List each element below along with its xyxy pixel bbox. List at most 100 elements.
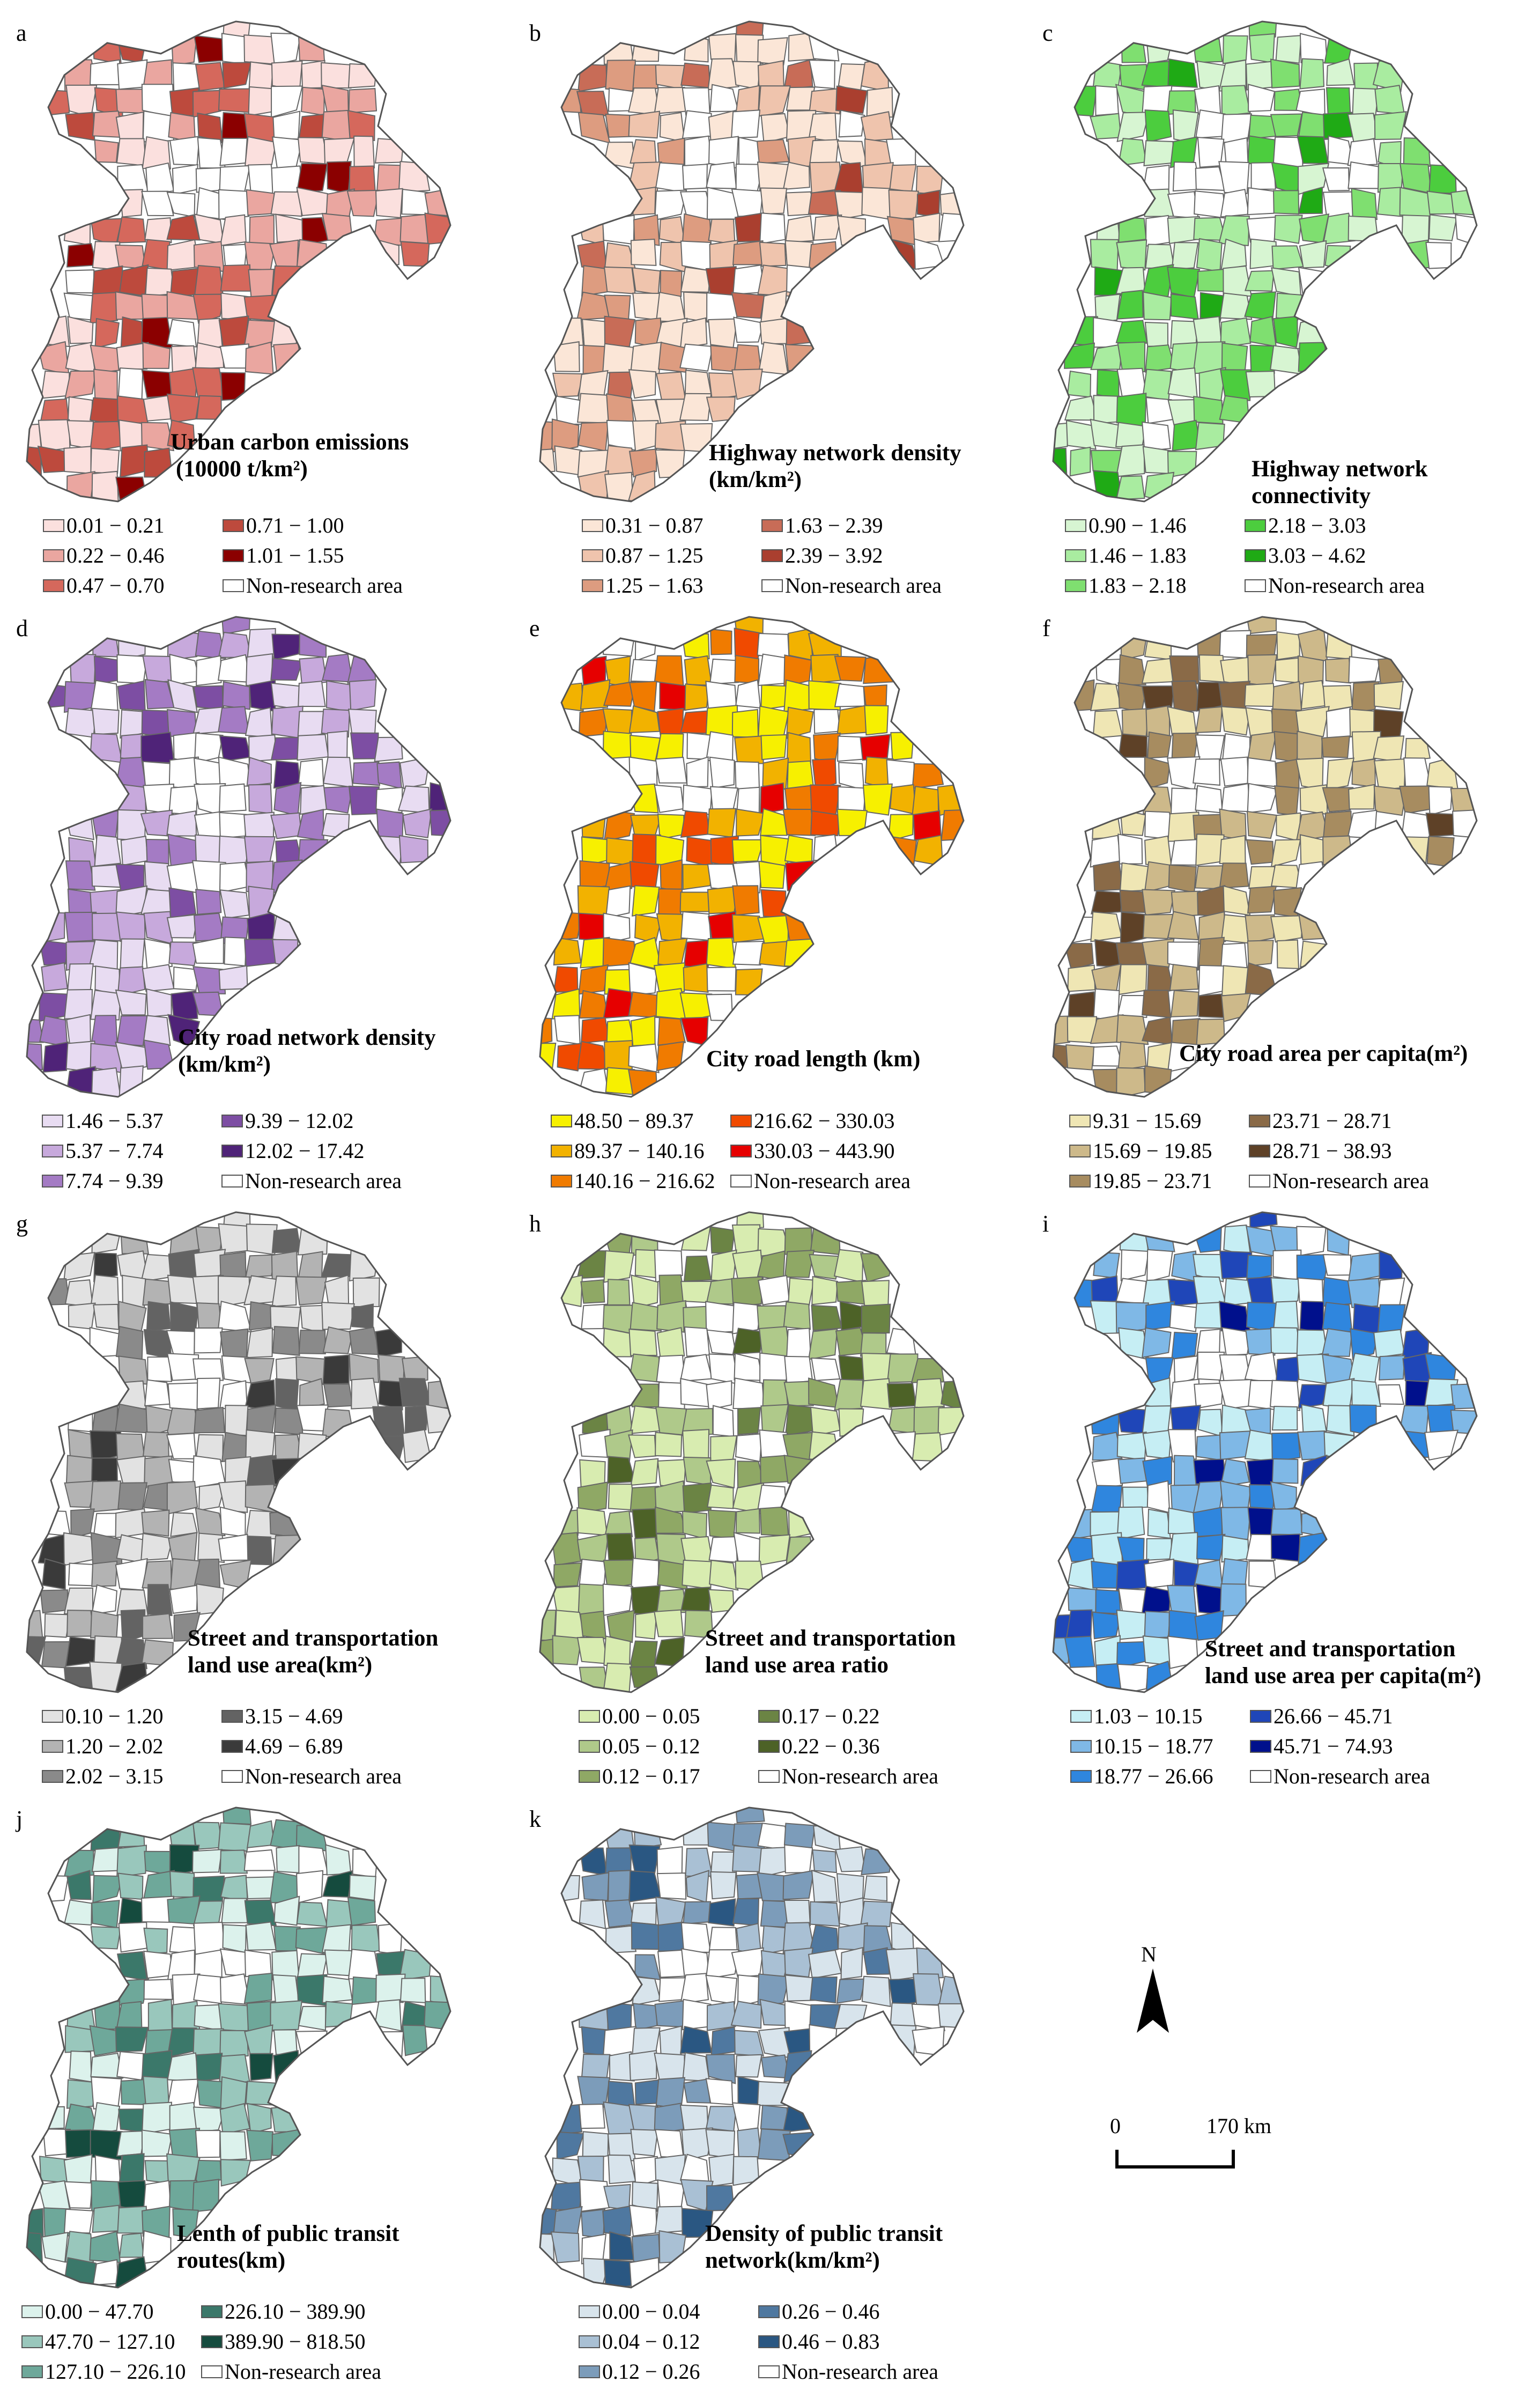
map-region	[734, 2030, 765, 2057]
legend-label: 1.25 − 1.63	[605, 573, 704, 598]
map-region	[90, 292, 119, 324]
map-region	[603, 809, 635, 842]
map-region	[1270, 58, 1300, 88]
map-region	[604, 1040, 633, 1073]
map-region	[1270, 345, 1303, 375]
legend-swatch	[1245, 579, 1266, 592]
map-region	[271, 2128, 303, 2158]
map-region	[603, 1250, 635, 1283]
legend-swatch	[1070, 1709, 1092, 1723]
map-region	[1297, 655, 1324, 685]
legend-item: 0.31 − 0.87	[582, 508, 704, 539]
map-region	[115, 756, 147, 790]
map-region	[1090, 343, 1123, 370]
map-region	[1171, 732, 1199, 761]
map-region	[810, 810, 842, 837]
map-region	[297, 734, 329, 761]
non-research-region	[147, 1356, 172, 1382]
map-region	[654, 2052, 685, 2082]
map-region	[1273, 1300, 1299, 1330]
map-region	[91, 1900, 120, 1929]
legend-label: 0.90 − 1.46	[1089, 513, 1187, 537]
map-region	[1295, 706, 1330, 737]
non-research-region	[706, 1329, 737, 1356]
map-region	[606, 1610, 635, 1643]
study-area-outline	[1052, 1211, 1478, 1693]
map-region	[192, 367, 225, 401]
legend-item: 140.16 − 216.62	[551, 1164, 715, 1194]
map-region	[398, 160, 431, 193]
map-region	[1220, 369, 1252, 401]
map-region	[220, 264, 251, 292]
map-region	[759, 1506, 789, 1537]
map-title: Street and transportation land use area(…	[188, 1625, 438, 1679]
map-region	[194, 264, 224, 297]
non-research-region	[1120, 1249, 1150, 1281]
non-research-region	[1250, 162, 1276, 190]
map-region	[246, 756, 272, 787]
non-research-region	[168, 785, 198, 816]
map-region	[706, 2054, 736, 2084]
non-research-region	[1194, 1382, 1224, 1409]
legend-item-non-research: Non-research area	[761, 569, 942, 599]
map-region	[577, 1481, 609, 1514]
non-research-region	[628, 2204, 658, 2237]
map-region	[322, 1354, 350, 1385]
non-research-region	[759, 212, 786, 245]
map-region	[271, 1275, 297, 1307]
map-region	[218, 706, 250, 735]
panel-j: j Lenth of public transit routes(km) 0.0…	[0, 1786, 513, 2384]
legend-swatch	[42, 1114, 63, 1127]
non-research-region	[1116, 367, 1147, 398]
legend-swatch	[221, 1739, 243, 1753]
panel-letter: e	[529, 615, 540, 641]
map-region	[1298, 186, 1323, 215]
map-region	[553, 966, 579, 993]
map-region	[1220, 992, 1252, 1022]
map-region	[1144, 1611, 1171, 1639]
map-region	[654, 2206, 685, 2234]
map-region	[786, 732, 812, 765]
legend-label: 5.37 − 7.74	[65, 1138, 164, 1163]
map-region	[273, 342, 303, 372]
non-research-region	[172, 62, 200, 92]
map-region	[1141, 685, 1175, 711]
map-region	[756, 139, 790, 164]
map-region	[579, 990, 609, 1019]
map-region	[245, 1921, 277, 1951]
map-region	[195, 342, 225, 370]
non-research-region	[682, 784, 713, 816]
map-region	[890, 732, 915, 761]
map-region	[167, 679, 198, 713]
legend-item: 0.01 − 0.21	[43, 508, 165, 539]
map-region	[937, 2003, 964, 2029]
non-research-region	[166, 319, 197, 348]
legend-swatch	[1245, 519, 1266, 532]
map-region	[1171, 1331, 1198, 1360]
non-research-region	[680, 240, 712, 272]
non-research-region	[1218, 1379, 1253, 1410]
map-region	[1219, 292, 1253, 320]
map-region	[1171, 242, 1199, 270]
non-research-region	[1425, 241, 1452, 269]
legend-swatch	[758, 2305, 780, 2318]
legend-label: 26.66 − 45.71	[1274, 1703, 1393, 1728]
panel-letter: f	[1042, 615, 1050, 641]
legend-label: 0.00 − 0.05	[602, 1703, 700, 1728]
map-region	[735, 2054, 762, 2078]
map-region	[759, 241, 787, 267]
map-region	[1115, 475, 1145, 500]
legend-swatch	[223, 519, 244, 532]
legend-item-non-research: Non-research area	[758, 2355, 938, 2385]
non-research-region	[838, 109, 865, 138]
map-region	[1271, 1432, 1301, 1463]
map-region	[706, 2185, 735, 2211]
map-region	[93, 1303, 120, 1330]
legend-item: 47.70 − 127.10	[21, 2325, 175, 2355]
non-research-region	[655, 756, 687, 784]
map-region	[141, 370, 172, 399]
legend-item: 0.46 − 0.83	[758, 2325, 880, 2355]
map-region	[810, 1976, 838, 2004]
legend-item: 0.12 − 0.17	[579, 1759, 700, 1789]
map-region	[1116, 393, 1147, 427]
